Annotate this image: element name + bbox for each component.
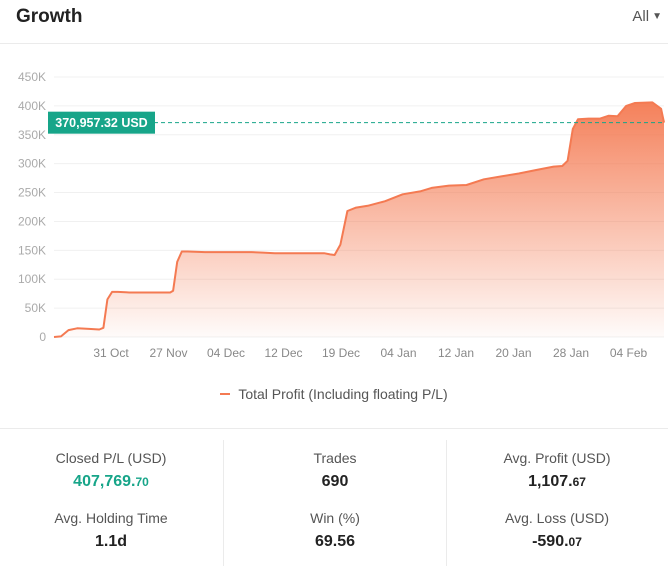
y-tick-label: 350K — [18, 128, 46, 142]
stat-trades: Trades 690 — [224, 450, 446, 491]
stat-avg-loss: Avg. Loss (USD) -590.07 — [446, 510, 668, 551]
stat-value: 1,107.67 — [446, 473, 668, 491]
stat-value-int: -590. — [532, 533, 569, 550]
stats-column: Avg. Profit (USD) 1,107.67 Avg. Loss (US… — [446, 440, 668, 566]
series-area — [54, 102, 664, 338]
x-tick-label: 28 Jan — [553, 346, 589, 360]
y-tick-label: 150K — [18, 243, 46, 257]
x-tick-label: 04 Jan — [380, 346, 416, 360]
chevron-down-icon: ▼ — [652, 11, 662, 22]
stats-column: Closed P/L (USD) 407,769.70 Avg. Holding… — [0, 440, 222, 566]
marker-badge — [48, 111, 155, 134]
stat-win: Win (%) 69.56 — [224, 510, 446, 551]
stat-label: Avg. Profit (USD) — [503, 450, 611, 466]
stat-label: Win (%) — [310, 510, 360, 526]
stat-label: Trades — [313, 450, 357, 466]
stat-label: Avg. Loss (USD) — [505, 510, 609, 526]
stat-avg-holding: Avg. Holding Time 1.1d — [0, 510, 222, 551]
stat-value-dec: 07 — [568, 535, 582, 549]
chart-legend[interactable]: Total Profit (Including floating P/L) — [0, 386, 668, 402]
growth-chart: 0 50K 100K 150K 200K 250K 300K 350K 400K 450K 31 O… — [18, 70, 665, 360]
stat-value: 407,769.70 — [0, 473, 222, 491]
page-title: Growth — [16, 6, 83, 27]
legend-swatch — [220, 393, 231, 395]
stat-label: Avg. Holding Time — [54, 510, 168, 526]
x-tick-label: 04 Feb — [610, 346, 648, 360]
legend-label: Total Profit (Including floating P/L) — [238, 386, 448, 402]
stat-value: -590.07 — [446, 533, 668, 551]
stat-value-dec: 70 — [135, 475, 149, 489]
x-tick-label: 12 Jan — [438, 346, 474, 360]
range-value: All — [632, 8, 650, 25]
y-tick-label: 100K — [18, 272, 46, 286]
stat-value: 69.56 — [314, 533, 356, 550]
stat-value-int: 407,769. — [73, 473, 136, 490]
y-tick-label: 50K — [25, 301, 46, 315]
x-tick-label: 31 Oct — [93, 346, 129, 360]
x-tick-label: 04 Dec — [207, 346, 245, 360]
x-tick-label: 27 Nov — [149, 346, 187, 360]
stat-avg-profit: Avg. Profit (USD) 1,107.67 — [446, 450, 668, 491]
x-tick-label: 20 Jan — [495, 346, 531, 360]
stat-value-dec: 67 — [572, 475, 586, 489]
stat-value: 1.1d — [94, 533, 127, 550]
y-tick-label: 250K — [18, 186, 46, 200]
stats-panel: Closed P/L (USD) 407,769.70 Avg. Holding… — [0, 440, 668, 566]
header: Growth All ▼ — [0, 0, 668, 44]
marker-label: 370,957.32 USD — [55, 116, 147, 130]
range-dropdown[interactable]: All ▼ — [632, 8, 662, 25]
stat-value-int: 1,107. — [528, 473, 573, 490]
stat-closed-pl: Closed P/L (USD) 407,769.70 — [0, 450, 222, 491]
y-tick-label: 0 — [39, 330, 46, 344]
x-tick-label: 19 Dec — [322, 346, 360, 360]
y-tick-label: 300K — [18, 157, 46, 171]
y-tick-label: 200K — [18, 214, 46, 228]
stat-label: Closed P/L (USD) — [55, 450, 167, 466]
y-tick-label: 450K — [18, 70, 46, 84]
y-tick-label: 400K — [18, 99, 46, 113]
stat-value: 690 — [321, 473, 349, 490]
x-tick-label: 12 Dec — [264, 346, 302, 360]
stats-column: Trades 690 Win (%) 69.56 — [223, 440, 447, 566]
divider — [0, 428, 668, 429]
